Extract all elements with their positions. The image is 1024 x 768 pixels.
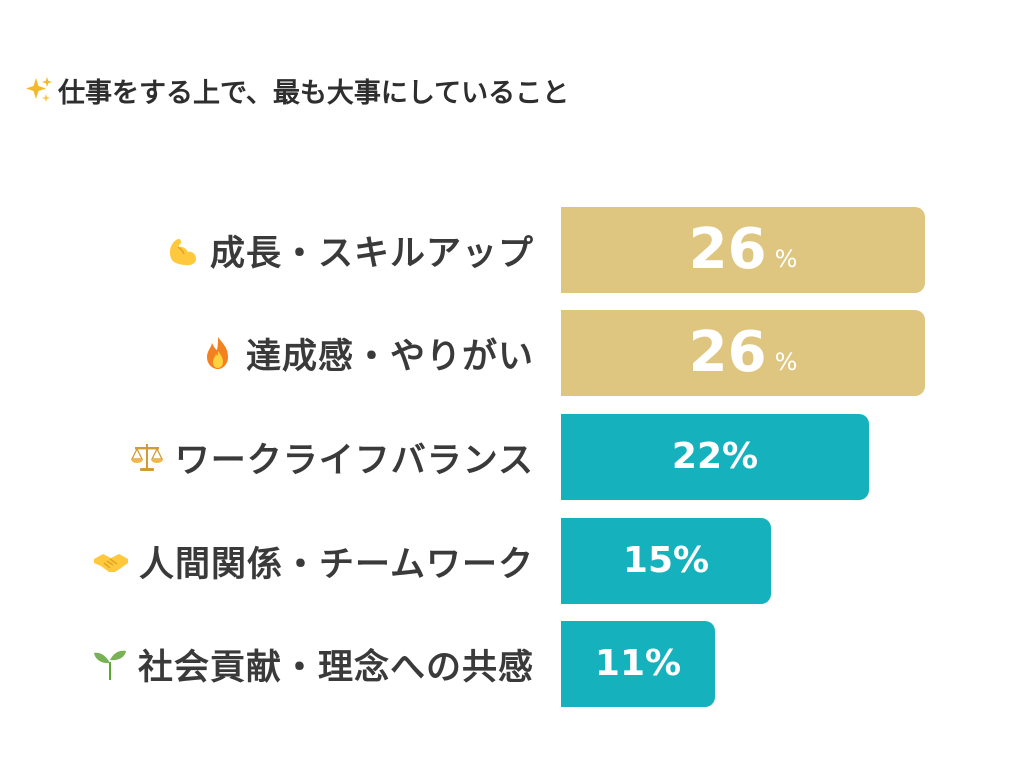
fire-icon [206,337,228,369]
bar-value-unit: % [774,348,798,376]
bar-value-label: 11% [561,621,715,707]
category-label: 達成感・やりがい [245,336,534,377]
category-label-row: 人間関係・チームワーク [91,518,534,604]
bar [561,518,771,604]
category-label-row: 達成感・やりがい [198,310,534,396]
category-label: 人間関係・チームワーク [139,544,534,585]
bar-value-label: 15% [561,518,771,604]
handshake-icon [94,554,129,572]
bar [561,310,925,396]
bar-value-label: 22% [561,414,869,500]
seedling-icon [93,650,126,680]
category-label-row: 成長・スキルアップ [162,207,534,293]
category-label-row: ワークライフバランス [127,414,534,500]
bar [561,207,925,293]
bar-value-number: 26 [688,320,767,385]
category-label: 成長・スキルアップ [209,233,534,274]
flexed-biceps-icon [169,238,196,266]
bar-value-number: 26 [688,217,767,282]
bar [561,414,869,500]
balance-scale-icon [130,444,163,471]
bar-value-text: 22% [671,436,759,477]
bar-value-unit: % [774,245,798,273]
bar-value-label: 26% [561,310,925,396]
chart-title-row: 仕事をする上で、最も大事にしていること [22,70,569,110]
bar-value-text: 11% [594,643,682,684]
bar-value-text: 15% [622,540,710,581]
category-label-row: 社会貢献・理念への共感 [90,621,534,707]
bar-value-label: 26% [561,207,925,293]
sparkles-icon [26,77,52,102]
bar [561,621,715,707]
category-label: ワークライフバランス [174,440,534,481]
category-label: 社会貢献・理念への共感 [137,647,534,688]
chart-title: 仕事をする上で、最も大事にしていること [58,77,570,109]
